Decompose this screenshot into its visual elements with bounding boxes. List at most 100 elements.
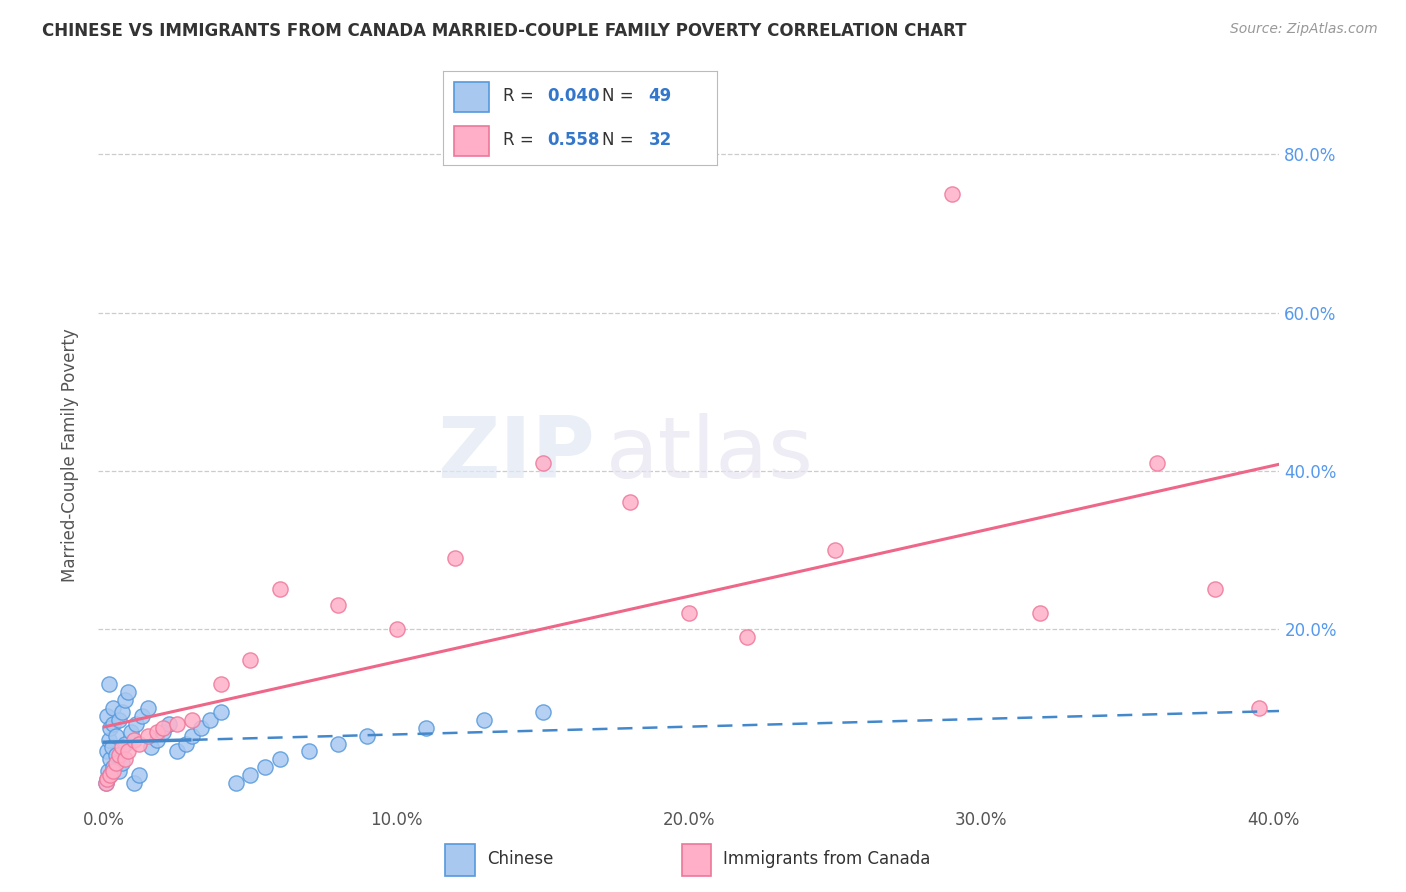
Text: N =: N = bbox=[602, 87, 638, 105]
Point bbox=[174, 737, 197, 751]
Point bbox=[98, 752, 121, 766]
Point bbox=[108, 764, 131, 779]
Text: R =: R = bbox=[503, 87, 540, 105]
Point bbox=[98, 768, 121, 782]
Point bbox=[100, 740, 122, 755]
Point bbox=[108, 713, 131, 727]
Point bbox=[101, 764, 124, 779]
Point bbox=[157, 716, 180, 731]
Point bbox=[146, 732, 169, 747]
Point bbox=[94, 776, 117, 790]
Point bbox=[152, 721, 174, 735]
Point bbox=[97, 764, 120, 779]
Point bbox=[111, 756, 134, 771]
Point bbox=[166, 716, 188, 731]
Point bbox=[128, 768, 150, 782]
Text: 0.040: 0.040 bbox=[547, 87, 599, 105]
Point bbox=[111, 705, 134, 719]
Point bbox=[108, 748, 131, 763]
Point bbox=[101, 716, 124, 731]
Point bbox=[114, 737, 136, 751]
Point bbox=[104, 756, 127, 771]
Point bbox=[96, 744, 118, 758]
Text: N =: N = bbox=[602, 131, 638, 149]
Point bbox=[326, 737, 349, 751]
Point bbox=[97, 732, 120, 747]
Point bbox=[472, 713, 495, 727]
Point bbox=[678, 606, 700, 620]
Text: 0.558: 0.558 bbox=[547, 131, 599, 149]
Point bbox=[104, 748, 127, 763]
FancyBboxPatch shape bbox=[682, 844, 711, 876]
Point bbox=[824, 542, 846, 557]
Point bbox=[97, 677, 120, 691]
Point bbox=[326, 598, 349, 612]
Point bbox=[117, 685, 139, 699]
Text: CHINESE VS IMMIGRANTS FROM CANADA MARRIED-COUPLE FAMILY POVERTY CORRELATION CHAR: CHINESE VS IMMIGRANTS FROM CANADA MARRIE… bbox=[42, 22, 967, 40]
Point bbox=[198, 713, 221, 727]
Y-axis label: Married-Couple Family Poverty: Married-Couple Family Poverty bbox=[60, 328, 79, 582]
Point bbox=[181, 713, 204, 727]
Point bbox=[356, 729, 378, 743]
Point bbox=[122, 732, 145, 747]
Text: Immigrants from Canada: Immigrants from Canada bbox=[723, 849, 931, 868]
Point bbox=[98, 768, 121, 782]
Point bbox=[619, 495, 641, 509]
Text: Source: ZipAtlas.com: Source: ZipAtlas.com bbox=[1230, 22, 1378, 37]
Point bbox=[531, 705, 554, 719]
Point bbox=[209, 705, 232, 719]
Point bbox=[239, 653, 262, 667]
Point bbox=[136, 729, 159, 743]
Point bbox=[96, 772, 118, 786]
Point bbox=[190, 721, 212, 735]
Text: 49: 49 bbox=[648, 87, 672, 105]
Text: R =: R = bbox=[503, 131, 540, 149]
Point bbox=[737, 630, 759, 644]
Point bbox=[111, 740, 134, 755]
Point bbox=[415, 721, 437, 735]
Point bbox=[1146, 456, 1168, 470]
Point bbox=[1247, 701, 1270, 715]
Point bbox=[136, 701, 159, 715]
Point bbox=[166, 744, 188, 758]
Point bbox=[120, 724, 142, 739]
Text: 32: 32 bbox=[648, 131, 672, 149]
Point bbox=[298, 744, 321, 758]
Point bbox=[96, 772, 118, 786]
Point bbox=[139, 740, 162, 755]
Point bbox=[114, 693, 136, 707]
Point bbox=[122, 776, 145, 790]
Point bbox=[1204, 582, 1226, 597]
Text: ZIP: ZIP bbox=[437, 413, 595, 497]
Point bbox=[269, 582, 291, 597]
Point bbox=[531, 456, 554, 470]
Point bbox=[152, 724, 174, 739]
Point bbox=[128, 737, 150, 751]
Point bbox=[96, 708, 118, 723]
FancyBboxPatch shape bbox=[446, 844, 475, 876]
Point bbox=[941, 187, 963, 202]
Point bbox=[444, 550, 467, 565]
Point bbox=[146, 724, 169, 739]
Point bbox=[239, 768, 262, 782]
Point bbox=[269, 752, 291, 766]
Point bbox=[98, 721, 121, 735]
Point bbox=[209, 677, 232, 691]
Point bbox=[181, 729, 204, 743]
Point bbox=[254, 760, 277, 774]
Point bbox=[101, 760, 124, 774]
Text: Chinese: Chinese bbox=[486, 849, 553, 868]
Point bbox=[117, 744, 139, 758]
Point bbox=[125, 716, 148, 731]
Point bbox=[1029, 606, 1052, 620]
Point bbox=[225, 776, 247, 790]
Point bbox=[131, 708, 153, 723]
Point bbox=[94, 776, 117, 790]
FancyBboxPatch shape bbox=[454, 82, 489, 112]
Text: atlas: atlas bbox=[606, 413, 814, 497]
Point bbox=[104, 729, 127, 743]
FancyBboxPatch shape bbox=[454, 126, 489, 156]
Point bbox=[101, 701, 124, 715]
Point bbox=[114, 752, 136, 766]
Point bbox=[385, 622, 408, 636]
